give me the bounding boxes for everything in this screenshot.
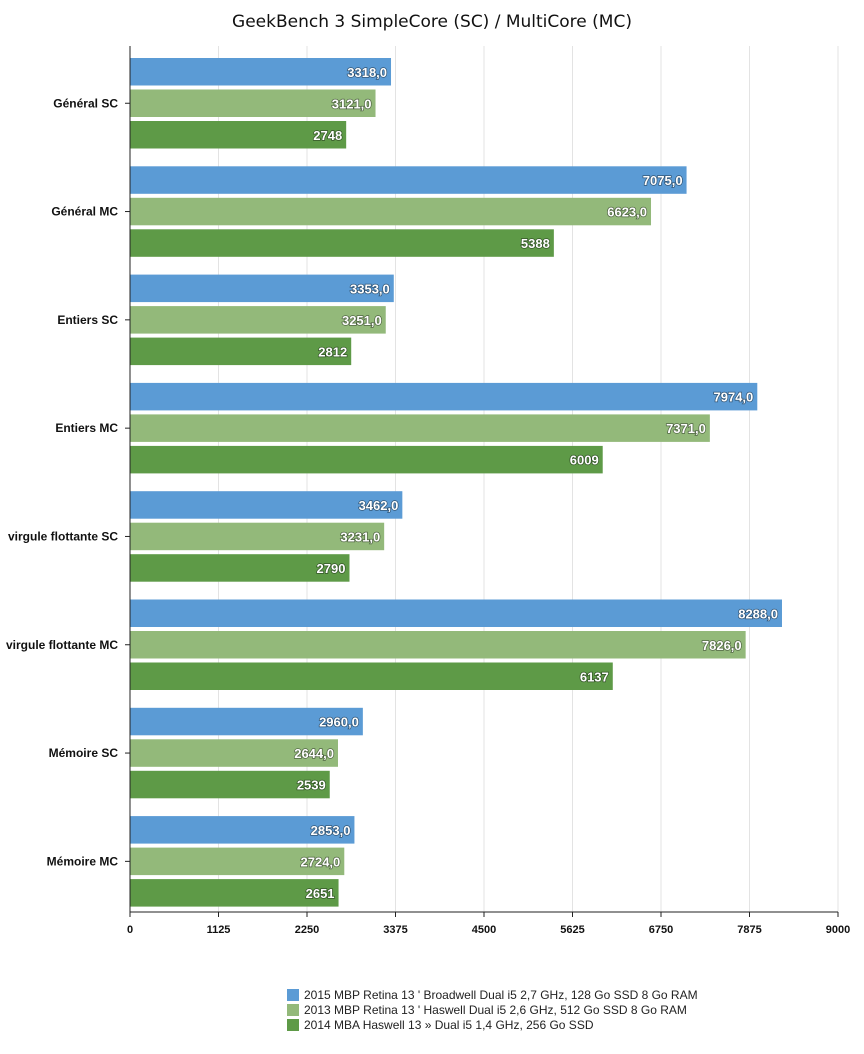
- bar: [130, 89, 376, 117]
- bar: [130, 879, 339, 907]
- bar: [130, 522, 385, 551]
- x-tick-label: 4500: [472, 924, 496, 936]
- data-label: 7371,0: [666, 421, 706, 436]
- chart-title: GeekBench 3 SimpleCore (SC) / MultiCore …: [232, 12, 632, 32]
- bar: [130, 166, 687, 194]
- category-label: Général MC: [51, 205, 118, 219]
- bar: [130, 554, 350, 582]
- bar: [130, 121, 347, 149]
- data-label: 2960,0: [319, 715, 359, 730]
- category-label: Mémoire MC: [47, 854, 119, 868]
- legend-swatch: [287, 988, 299, 1001]
- x-tick-label: 7875: [737, 924, 761, 936]
- category-label: virgule flottante MC: [6, 638, 118, 652]
- data-label: 2539: [297, 778, 326, 793]
- bar: [130, 599, 782, 627]
- data-label: 3353,0: [350, 281, 390, 296]
- bar: [130, 631, 746, 659]
- bar: [130, 739, 338, 767]
- category-label: Général SC: [53, 96, 118, 110]
- bar: [130, 847, 345, 876]
- bar: [130, 414, 710, 442]
- legend-swatch: [287, 1003, 299, 1016]
- bar: [130, 197, 652, 226]
- data-label: 7826,0: [702, 638, 742, 653]
- x-tick-label: 2250: [295, 924, 319, 936]
- x-tick-label: 3375: [383, 924, 407, 936]
- legend-label: 2015 MBP Retina 13 ' Broadwell Dual i5 2…: [304, 987, 698, 1002]
- data-label: 3318,0: [347, 65, 387, 80]
- x-tick-label: 6750: [649, 924, 673, 936]
- bar: [130, 707, 363, 736]
- data-label: 3251,0: [342, 313, 382, 328]
- data-label: 6009: [570, 453, 599, 468]
- bar: [130, 382, 758, 411]
- x-tick-label: 1125: [207, 924, 231, 936]
- data-label: 2790: [317, 561, 346, 576]
- data-label: 3121,0: [332, 96, 372, 111]
- x-tick-label: 0: [127, 924, 133, 936]
- legend-label: 2014 MBA Haswell 13 » Dual i5 1,4 GHz, 2…: [304, 1017, 594, 1032]
- data-label: 3462,0: [359, 498, 399, 513]
- bar: [130, 816, 355, 844]
- data-label: 2748: [313, 128, 342, 143]
- bar: [130, 662, 613, 690]
- data-label: 6137: [580, 669, 609, 684]
- bar: [130, 445, 603, 474]
- bar: [130, 337, 352, 366]
- data-label: 6623,0: [607, 205, 647, 220]
- legend-item: 2014 MBA Haswell 13 » Dual i5 1,4 GHz, 2…: [287, 1017, 698, 1032]
- legend-item: 2015 MBP Retina 13 ' Broadwell Dual i5 2…: [287, 987, 698, 1002]
- data-label: 2724,0: [301, 854, 341, 869]
- data-label: 3231,0: [340, 529, 380, 544]
- x-tick-label: 9000: [826, 924, 850, 936]
- legend: 2015 MBP Retina 13 ' Broadwell Dual i5 2…: [287, 987, 698, 1032]
- bar-chart: 0 1125 2250 3375 4500 5625 6750 7875 9000 Général…: [6, 46, 850, 936]
- category-label: Mémoire SC: [49, 746, 119, 760]
- x-tick-label: 5625: [560, 924, 584, 936]
- data-label: 2644,0: [294, 746, 334, 761]
- category-label: Entiers SC: [57, 313, 118, 327]
- data-label: 2812: [318, 344, 347, 359]
- legend-item: 2013 MBP Retina 13 ' Haswell Dual i5 2,6…: [287, 1002, 698, 1017]
- category-label: Entiers MC: [55, 421, 118, 435]
- bar: [130, 58, 392, 86]
- data-label: 2651: [306, 886, 335, 901]
- bar: [130, 274, 394, 303]
- bar: [130, 770, 330, 799]
- bar: [130, 229, 554, 257]
- bar: [130, 491, 403, 519]
- bar: [130, 306, 386, 334]
- data-label: 8288,0: [738, 606, 778, 621]
- category-label: virgule flottante SC: [8, 529, 118, 543]
- legend-swatch: [287, 1018, 299, 1031]
- data-label: 5388: [521, 236, 550, 251]
- data-label: 2853,0: [311, 823, 351, 838]
- data-label: 7974,0: [714, 390, 754, 405]
- data-label: 7075,0: [643, 173, 683, 188]
- legend-label: 2013 MBP Retina 13 ' Haswell Dual i5 2,6…: [304, 1002, 687, 1017]
